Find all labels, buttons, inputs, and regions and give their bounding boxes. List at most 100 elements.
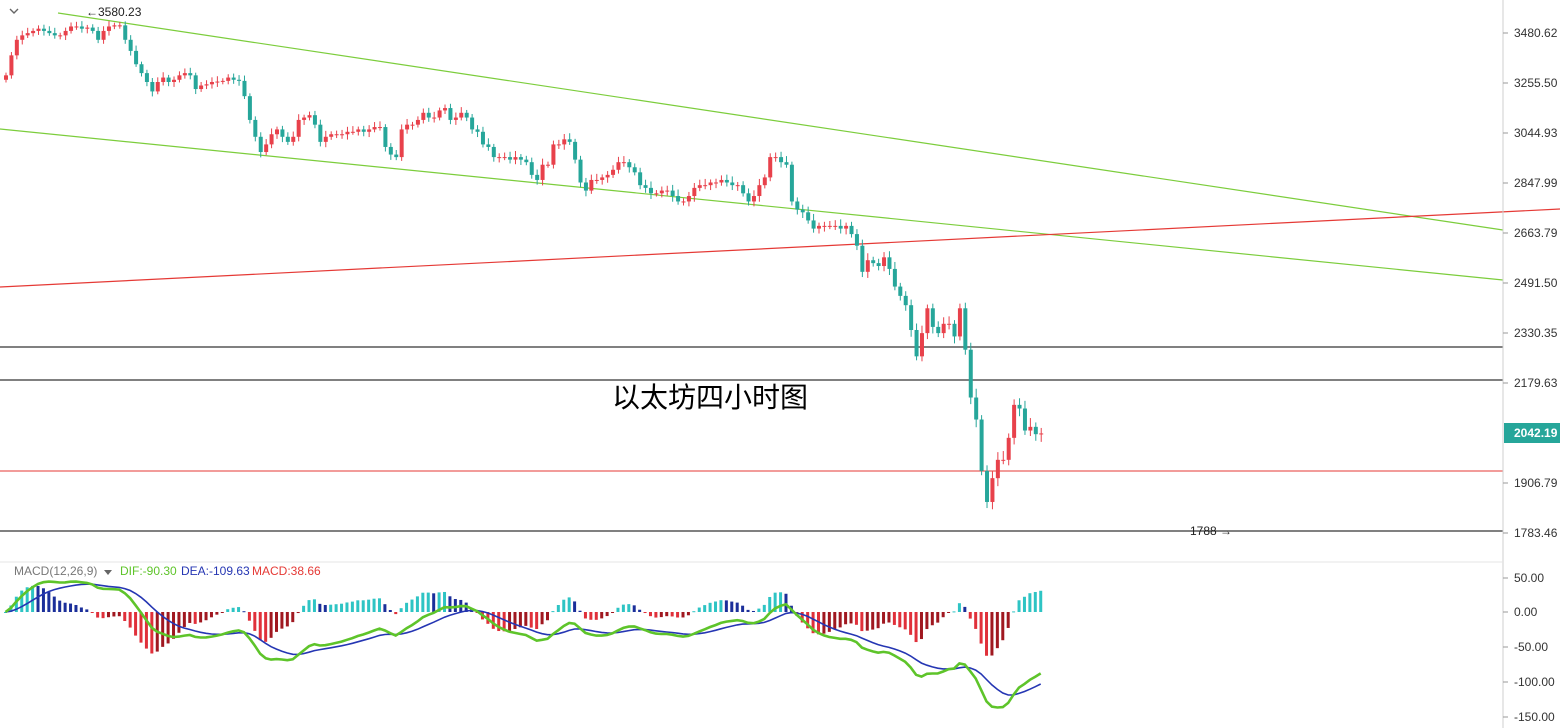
candle [123, 21, 128, 44]
dropdown-icon[interactable] [104, 570, 112, 575]
candle [751, 190, 756, 207]
candle [367, 125, 372, 138]
macd-histogram-bar [513, 612, 517, 629]
candle-body [638, 172, 643, 186]
candle [768, 153, 773, 182]
macd-value-legend: MACD:38.66 [252, 564, 321, 578]
macd-histogram-bar [741, 605, 745, 612]
candle [854, 229, 859, 251]
candle [296, 114, 301, 142]
candle [1028, 418, 1033, 437]
candle [79, 21, 84, 33]
candle-body [464, 112, 469, 118]
candle [1033, 422, 1038, 441]
chevron-down-icon[interactable] [9, 8, 19, 14]
candle-body [909, 305, 914, 331]
candle-body [957, 308, 962, 337]
candle [724, 174, 729, 187]
macd-histogram-bar [578, 610, 582, 612]
candle-body [741, 185, 746, 194]
candle-body [724, 179, 729, 183]
candle-body [524, 159, 529, 163]
macd-histogram-bar [356, 600, 360, 612]
macd-histogram-bar [421, 592, 425, 612]
candle-body [193, 75, 198, 90]
candle-body [1017, 404, 1022, 409]
candle [58, 32, 63, 40]
macd-histogram-bar [919, 612, 923, 640]
candle [9, 52, 14, 79]
macd-histogram-bar [4, 612, 7, 613]
candle-body [719, 179, 724, 183]
candle [589, 174, 594, 194]
macd-histogram-bar [600, 612, 604, 619]
candle [882, 252, 887, 272]
candle-body [708, 182, 713, 186]
candle [600, 174, 605, 185]
candle-body [811, 220, 816, 229]
candle [394, 149, 399, 161]
candle [117, 22, 122, 29]
macd-histogram-bar [177, 612, 181, 633]
candle-body [686, 196, 691, 202]
macd-histogram-bar [285, 612, 289, 627]
candle [784, 156, 789, 168]
macd-histogram-bar [372, 598, 376, 612]
macd-histogram-bar [20, 590, 24, 612]
candle [995, 452, 1000, 487]
candle-body [822, 225, 827, 227]
macd-histogram-bar [562, 599, 566, 612]
candle [399, 124, 404, 161]
candle [930, 303, 935, 334]
candle-body [681, 201, 686, 203]
candle [925, 304, 930, 340]
macd-axis-label: -150.00 [1514, 710, 1555, 724]
candle-body [166, 77, 171, 83]
macd-histogram-bar [567, 597, 571, 612]
candle-body [275, 129, 279, 135]
candle [573, 138, 578, 164]
low-marker: 1788 → [1190, 524, 1232, 538]
candle-body [827, 225, 832, 227]
candle-body [779, 157, 784, 163]
macd-histogram-bar [605, 612, 609, 617]
candle-body [421, 112, 426, 120]
macd-histogram-bar [90, 612, 94, 613]
macd-histogram-bar [768, 596, 772, 612]
candle [871, 256, 876, 267]
candle [63, 27, 68, 41]
macd-histogram-bar [96, 612, 100, 618]
candle [415, 116, 420, 128]
candle-body [1012, 404, 1017, 438]
macd-histogram-bar [220, 612, 224, 613]
candle-body [806, 212, 811, 221]
candle [1012, 399, 1017, 445]
macd-histogram-bar [340, 603, 344, 612]
candle [985, 465, 990, 509]
candle-body [751, 196, 756, 202]
collapse-control[interactable] [3, 2, 25, 22]
candle [665, 185, 670, 196]
candle [96, 26, 101, 44]
candle [627, 159, 632, 173]
macd-histogram-bar [898, 612, 902, 628]
candle-body [280, 129, 285, 137]
candle-body [990, 478, 995, 502]
macd-histogram-bar [974, 612, 978, 629]
macd-histogram-bar [193, 612, 197, 624]
candle [220, 78, 225, 85]
candle-body [627, 162, 632, 168]
candle [464, 109, 469, 122]
macd-histogram-bar [616, 607, 620, 612]
candle [979, 415, 984, 476]
macd-histogram-bar [415, 596, 419, 612]
candle-body [199, 85, 204, 90]
macd-histogram-bar [161, 612, 165, 647]
candle [605, 171, 610, 183]
macd-histogram-bar [41, 588, 45, 612]
macd-histogram-bar [681, 612, 685, 618]
candle-body [312, 115, 317, 125]
macd-histogram-bar [1022, 596, 1026, 612]
candle [659, 186, 664, 198]
macd-histogram-bar [844, 612, 848, 625]
